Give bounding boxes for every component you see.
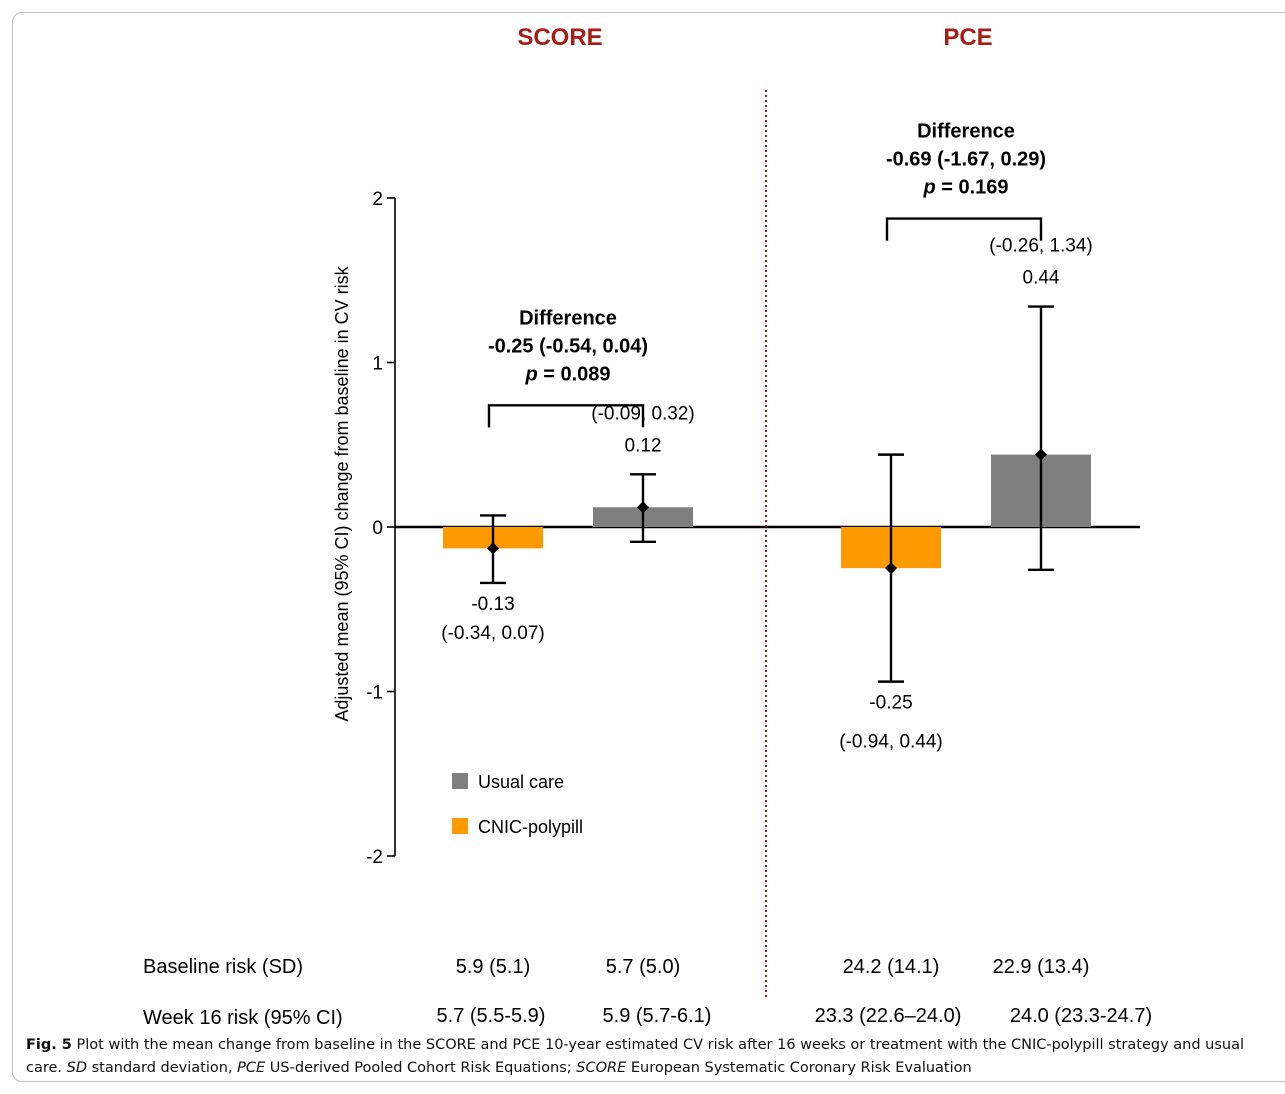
baseline-risk-value: 22.9 (13.4) [993, 956, 1090, 978]
caption-text-4: European Systematic Coronary Risk Evalua… [626, 1060, 972, 1076]
value-label: 0.44 [1023, 268, 1060, 289]
mean-marker [637, 501, 649, 514]
value-label: 0.12 [625, 435, 662, 456]
ci-label: (-0.94, 0.44) [839, 732, 943, 753]
y-axis-label: Adjusted mean (95% CI) change from basel… [332, 265, 352, 721]
baseline-risk-value: 5.9 (5.1) [456, 956, 530, 978]
p-value-text: = 0.169 [936, 177, 1009, 199]
week16-risk-value: 24.0 (23.3-24.7) [1010, 1005, 1152, 1027]
p-symbol: p [922, 177, 935, 199]
y-tick-label: 0 [372, 518, 383, 539]
value-label: -0.13 [471, 594, 514, 615]
caption-fig-label: Fig. 5 [26, 1037, 72, 1053]
caption-text-3: US-derived Pooled Cohort Risk Equations; [265, 1060, 577, 1076]
y-tick-label: 2 [372, 189, 383, 210]
baseline-row-label: Baseline risk (SD) [143, 956, 303, 978]
mean-marker [1035, 448, 1047, 461]
legend-label: Usual care [478, 772, 564, 792]
y-tick-label: 1 [372, 354, 383, 375]
caption-text-1: Plot with the mean change from baseline … [26, 1037, 1244, 1076]
baseline-risk-value: 24.2 (14.1) [843, 956, 940, 978]
chart: 2 1 0 -1 -2 Adjusted mean (95% CI) change fro… [143, 24, 1152, 1029]
caption-text-2: standard deviation, [87, 1060, 238, 1076]
legend-label: CNIC-polypill [478, 817, 583, 837]
caption-abbr-sd: SD [66, 1060, 88, 1076]
difference-title: Difference [917, 121, 1015, 143]
week16-risk-value: 5.7 (5.5-5.9) [437, 1005, 546, 1027]
week16-risk-value: 23.3 (22.6–24.0) [815, 1005, 962, 1027]
week16-row-label: Week 16 risk (95% CI) [143, 1007, 343, 1029]
p-value-text: = 0.089 [538, 363, 611, 385]
y-tick-label: -2 [366, 847, 383, 868]
p-symbol: p [524, 363, 537, 385]
mean-marker [885, 562, 897, 575]
difference-bracket [487, 404, 645, 428]
legend-swatch [452, 773, 468, 789]
value-label: -0.25 [869, 693, 912, 714]
difference-p-value: p = 0.089 [524, 363, 610, 385]
ci-label: (-0.26, 1.34) [989, 236, 1093, 257]
difference-p-value: p = 0.169 [922, 177, 1008, 199]
y-tick-label: -1 [366, 683, 383, 704]
caption-abbr-score: SCORE [576, 1060, 627, 1076]
difference-bracket [885, 217, 1043, 241]
difference-value: -0.25 (-0.54, 0.04) [488, 335, 648, 357]
panel-title: PCE [943, 24, 992, 51]
baseline-risk-value: 5.7 (5.0) [606, 956, 680, 978]
figure-frame [12, 12, 1285, 1082]
figure-caption: Fig. 5 Plot with the mean change from ba… [26, 1034, 1276, 1080]
difference-value: -0.69 (-1.67, 0.29) [886, 149, 1046, 171]
legend-swatch [452, 818, 468, 834]
ci-label: (-0.34, 0.07) [441, 623, 545, 644]
difference-title: Difference [519, 307, 617, 329]
week16-risk-value: 5.9 (5.7-6.1) [603, 1005, 712, 1027]
panel-title: SCORE [517, 24, 602, 51]
caption-abbr-pce: PCE [237, 1060, 266, 1076]
mean-marker [487, 542, 499, 555]
